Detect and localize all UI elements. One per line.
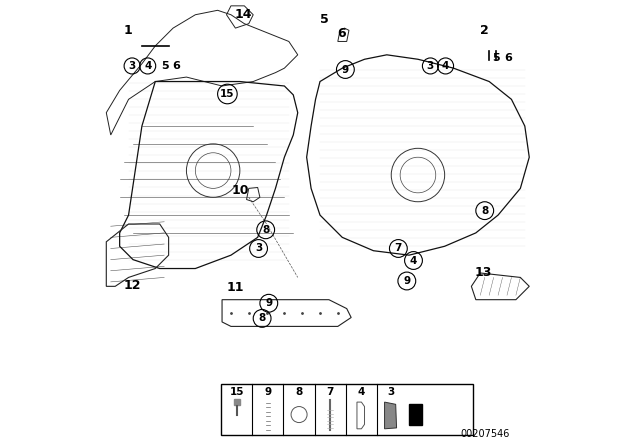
Text: 6: 6 bbox=[173, 61, 180, 71]
Text: 9: 9 bbox=[265, 298, 273, 308]
Text: 14: 14 bbox=[235, 8, 252, 21]
Text: 2: 2 bbox=[481, 24, 489, 37]
Text: 13: 13 bbox=[474, 266, 492, 279]
Text: 5: 5 bbox=[320, 13, 329, 26]
Text: 10: 10 bbox=[232, 184, 250, 197]
Bar bbox=[409, 404, 422, 425]
Text: 8: 8 bbox=[259, 314, 266, 323]
Text: 8: 8 bbox=[481, 206, 488, 215]
Text: 12: 12 bbox=[124, 279, 141, 292]
Text: 9: 9 bbox=[342, 65, 349, 74]
Text: 9: 9 bbox=[264, 387, 271, 397]
Text: 00207546: 00207546 bbox=[460, 429, 509, 439]
Text: 4: 4 bbox=[442, 61, 449, 71]
Text: 6: 6 bbox=[504, 53, 512, 63]
Text: 8: 8 bbox=[262, 225, 269, 235]
Text: 6: 6 bbox=[337, 27, 346, 40]
Text: 15: 15 bbox=[230, 387, 244, 397]
Text: 15: 15 bbox=[220, 89, 235, 99]
Text: 11: 11 bbox=[227, 281, 244, 294]
Text: 1: 1 bbox=[124, 24, 132, 37]
Text: 7: 7 bbox=[395, 243, 402, 254]
Text: 4: 4 bbox=[410, 255, 417, 266]
Text: 3: 3 bbox=[427, 61, 434, 71]
Text: 3: 3 bbox=[255, 243, 262, 254]
Text: 5: 5 bbox=[492, 53, 500, 63]
Text: 3: 3 bbox=[129, 61, 136, 71]
Text: 8: 8 bbox=[296, 387, 303, 397]
Text: 4: 4 bbox=[144, 61, 152, 71]
Text: 5: 5 bbox=[161, 61, 169, 71]
Polygon shape bbox=[385, 402, 397, 429]
Text: 7: 7 bbox=[326, 387, 334, 397]
Text: 4: 4 bbox=[358, 387, 365, 397]
Bar bbox=[221, 384, 473, 435]
Text: 3: 3 bbox=[388, 387, 395, 397]
Text: 9: 9 bbox=[403, 276, 410, 286]
